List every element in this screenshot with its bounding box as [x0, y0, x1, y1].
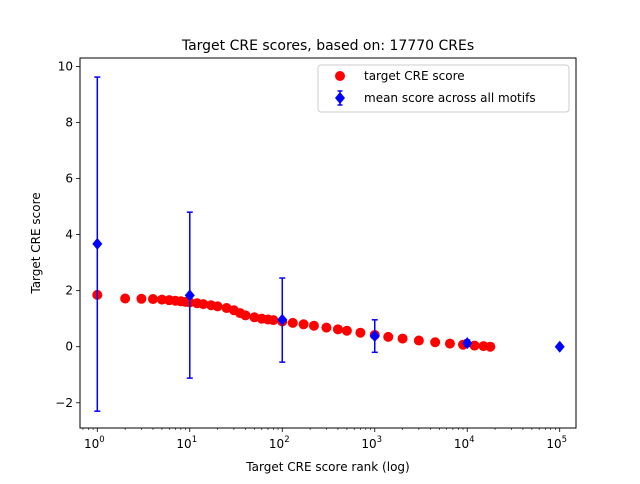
target-score-point — [341, 325, 352, 336]
legend-marker-mean-score — [335, 92, 345, 104]
legend-label-target-score: target CRE score — [364, 69, 465, 83]
x-tick-label: 100 — [84, 435, 105, 451]
x-tick-label: 103 — [361, 435, 382, 451]
target-score-point — [136, 293, 147, 304]
target-score-point — [308, 320, 319, 331]
legend-box — [317, 64, 570, 113]
target-score-point — [321, 322, 332, 333]
y-tick-label: 0 — [65, 340, 73, 354]
target-score-point — [413, 335, 424, 346]
target-score-point — [147, 294, 158, 305]
target-score-point — [444, 338, 455, 349]
target-score-point — [198, 299, 209, 310]
x-tick-label: 104 — [454, 435, 475, 451]
mean-score-point — [184, 289, 195, 302]
target-score-point — [120, 293, 131, 304]
chart-title: Target CRE scores, based on: 17770 CREs — [181, 38, 474, 54]
target-score-point — [156, 294, 167, 305]
mean-score-point — [462, 337, 473, 350]
y-tick-label: 10 — [58, 59, 73, 73]
plot-frame — [79, 57, 577, 429]
plot-marks — [92, 76, 565, 412]
x-tick-label: 105 — [546, 435, 567, 451]
mean-score-point — [277, 313, 288, 326]
target-score-point — [430, 337, 441, 348]
x-axis-label: Target CRE score rank (log) — [245, 460, 409, 474]
x-tick-label: 101 — [176, 435, 197, 451]
y-tick-label: 4 — [65, 228, 73, 242]
y-tick-label: 6 — [65, 172, 73, 186]
y-tick-label: −2 — [55, 396, 73, 410]
target-score-point — [240, 310, 251, 321]
y-axis-label: Target CRE score — [29, 192, 43, 294]
x-axis-ticks: 100 101 102 103 104 105 — [82, 428, 567, 451]
target-score-point — [287, 317, 298, 328]
target-score-point — [397, 333, 408, 344]
y-tick-label: 2 — [65, 284, 73, 298]
x-tick-label: 102 — [269, 435, 290, 451]
target-score-point — [212, 301, 223, 312]
mean-score-point — [554, 340, 565, 353]
mean-score-point — [92, 237, 103, 250]
target-score-point — [485, 341, 496, 352]
target-score-point — [268, 315, 279, 326]
legend-marker-target-score — [335, 71, 345, 81]
target-score-point — [355, 327, 366, 338]
mean-score-point — [369, 330, 380, 343]
target-score-point — [383, 331, 394, 342]
target-score-point — [298, 319, 309, 330]
legend-label-mean-score: mean score across all motifs — [364, 91, 536, 105]
legend: target CRE score mean score across all m… — [317, 64, 570, 113]
y-tick-label: 8 — [65, 115, 73, 129]
target-score-point — [332, 324, 343, 335]
y-axis-ticks: −2 0 2 4 6 8 10 — [55, 59, 80, 410]
